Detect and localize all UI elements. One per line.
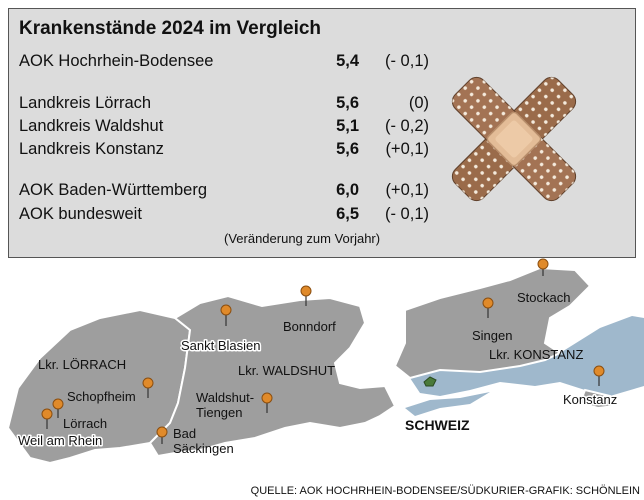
stat-change: (+0,1): [385, 181, 429, 199]
stat-change: (0): [408, 94, 429, 112]
stat-label: AOK bundesweit: [19, 205, 142, 223]
town-label-bad: Bad: [173, 426, 196, 441]
district-konstanz: [393, 266, 592, 380]
panel-title: Krankenstände 2024 im Vergleich: [19, 18, 322, 39]
town-label-schopfheim: Schopfheim: [67, 389, 136, 404]
source-credit: QUELLE: AOK HOCHRHEIN-BODENSEE/SÜDKURIER…: [250, 485, 640, 497]
stat-value: 5,6: [336, 140, 359, 158]
pin-sankt-blasien: [220, 304, 232, 326]
country-label-schweiz: SCHWEIZ: [405, 417, 470, 433]
town-label-loerrach: Lörrach: [63, 416, 107, 431]
change-note: (Veränderung zum Vorjahr): [224, 231, 381, 246]
town-label-weil-am-rhein: Weil am Rhein: [18, 433, 102, 448]
stat-label: Landkreis Lörrach: [19, 94, 152, 112]
district-waldshut: [148, 294, 397, 458]
pin-singen: [482, 297, 494, 318]
stat-label: AOK Hochrhein-Bodensee: [19, 52, 214, 70]
lake-constance: [410, 316, 644, 396]
plaster-icon: [451, 76, 577, 202]
district-konstanz-city: [578, 388, 617, 410]
pin-konstanz: [593, 365, 605, 386]
statistics-panel: Krankenstände 2024 im Vergleich AOK Hoch…: [8, 8, 636, 258]
stat-value: 6,5: [336, 205, 359, 223]
district-label-loerrach: Lkr. LÖRRACH: [38, 357, 126, 372]
stat-change: (- 0,1): [384, 52, 429, 70]
town-label-konstanz: Konstanz: [563, 392, 617, 407]
district-label-konstanz: Lkr. KONSTANZ: [489, 347, 583, 362]
town-label-singen: Singen: [472, 328, 512, 343]
pin-bonndorf: [300, 285, 312, 306]
town-label-sankt-blasien: Sankt Blasien: [181, 338, 261, 353]
rhine-river: [405, 392, 490, 416]
stat-label: Landkreis Konstanz: [19, 140, 164, 158]
stat-change: (- 0,1): [384, 205, 429, 223]
stat-change: (- 0,2): [384, 117, 429, 135]
town-label-stockach: Stockach: [517, 290, 570, 305]
town-label-bonndorf: Bonndorf: [283, 319, 336, 334]
district-label-waldshut: Lkr. WALDSHUT: [238, 363, 335, 378]
stat-label: AOK Baden-Württemberg: [19, 181, 207, 199]
pin-bad-saeckingen: [156, 426, 168, 444]
town-label-tiengen: Tiengen: [196, 405, 243, 420]
pin-weil-am-rhein: [41, 408, 53, 429]
pin-stockach: [537, 258, 549, 276]
pin-schopfheim: [142, 377, 154, 398]
town-label-saeckingen: Säckingen: [173, 441, 234, 456]
stat-value: 5,1: [336, 117, 359, 135]
region-map: Lkr. LÖRRACH Lkr. WALDSHUT Lkr. KONSTANZ…: [6, 258, 644, 465]
buesingen-enclave: [423, 376, 437, 387]
stat-change: (+0,1): [385, 140, 429, 158]
stat-label: Landkreis Waldshut: [19, 117, 164, 135]
stat-value: 6,0: [336, 181, 359, 199]
pin-loerrach: [52, 398, 64, 418]
stat-value: 5,4: [336, 52, 359, 70]
pin-waldshut-tiengen: [261, 392, 273, 413]
stat-value: 5,6: [336, 94, 359, 112]
town-label-waldshut: Waldshut-: [196, 390, 254, 405]
